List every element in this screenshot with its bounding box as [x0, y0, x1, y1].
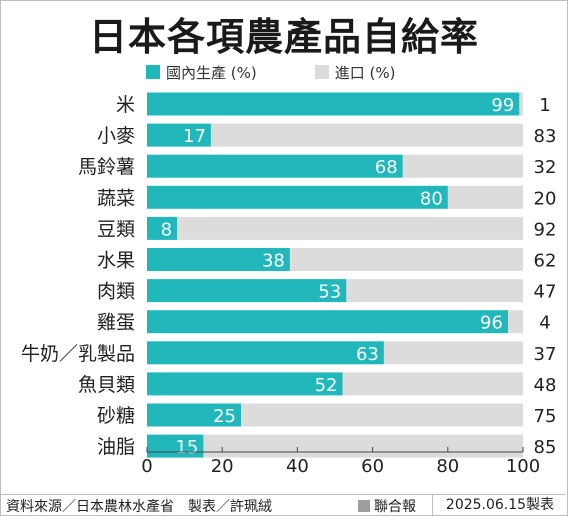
value-label-import: 32 [534, 157, 557, 178]
category-label: 小麥 [97, 125, 135, 147]
value-label-domestic: 53 [318, 282, 341, 303]
brand-square-icon [358, 500, 370, 512]
bar-import [507, 310, 523, 334]
bar-domestic [147, 248, 290, 271]
category-label: 肉類 [97, 281, 135, 303]
value-label-domestic: 96 [480, 313, 503, 334]
category-label: 水果 [97, 250, 135, 272]
bar-domestic [147, 403, 241, 427]
value-label-import: 85 [534, 437, 557, 458]
bar-domestic [147, 216, 178, 240]
bar-import [241, 403, 523, 427]
legend-label-domestic: 國內生產 (%) [166, 63, 257, 82]
value-label-import: 4 [539, 313, 550, 334]
value-label-domestic: 99 [491, 95, 514, 116]
value-label-domestic: 80 [420, 188, 443, 209]
bar-domestic [147, 341, 384, 365]
value-label-domestic: 25 [213, 406, 236, 427]
category-label: 馬鈴薯 [78, 156, 135, 178]
bar-import [519, 92, 523, 116]
legend-swatch-domestic [146, 65, 160, 79]
category-label: 雞蛋 [97, 312, 135, 334]
x-tick-label: 80 [436, 456, 459, 477]
legend-item-import: 進口 (%) [314, 62, 396, 83]
value-label-import: 92 [534, 219, 557, 240]
value-label-domestic: 17 [183, 126, 206, 147]
value-label-domestic: 63 [356, 344, 379, 365]
brand: 聯合報 [358, 496, 416, 516]
x-tick-label: 100 [506, 456, 540, 477]
category-label: 魚貝類 [78, 374, 135, 396]
value-label-import: 83 [534, 126, 557, 147]
bar-import [447, 185, 523, 209]
value-label-import: 47 [534, 282, 557, 303]
value-label-import: 20 [534, 188, 557, 209]
value-label-import: 48 [534, 375, 557, 396]
value-label-domestic: 52 [315, 375, 338, 396]
value-label-domestic: 8 [161, 219, 172, 240]
footer: 資料來源／日本農林水產省 製表／許珮絨 聯合報 2025.06.15製表 [0, 494, 566, 515]
category-label: 油脂 [97, 436, 135, 458]
legend-swatch-import [314, 65, 329, 79]
value-label-import: 37 [534, 344, 557, 365]
x-tick-label: 0 [141, 456, 152, 477]
category-label: 牛奶／乳製品 [21, 343, 135, 365]
bar-import [177, 216, 523, 240]
category-label: 豆類 [97, 218, 135, 240]
bar-domestic [147, 279, 347, 303]
bar-import [402, 154, 523, 178]
bar-import [210, 123, 524, 147]
value-label-import: 75 [534, 406, 557, 427]
chart-legend: 國內生產 (%) 進口 (%) [146, 62, 453, 82]
bar-domestic [147, 310, 508, 334]
bar-import [203, 434, 523, 458]
bar-import [346, 279, 523, 303]
bar-domestic [147, 154, 403, 178]
bar-domestic [147, 92, 520, 116]
bar-import [383, 341, 523, 365]
bar-domestic [147, 372, 343, 396]
chart-title: 日本各項農產品自給率 [88, 15, 479, 59]
value-label-domestic: 68 [375, 157, 398, 178]
bar-import [289, 248, 523, 271]
category-label: 蔬菜 [97, 187, 135, 209]
brand-name: 聯合報 [374, 499, 416, 515]
production-date: 2025.06.15製表 [432, 495, 567, 515]
category-label: 砂糖 [97, 405, 135, 427]
source-credit: 資料來源／日本農林水產省 製表／許珮絨 [6, 499, 272, 515]
category-label: 米 [116, 94, 135, 116]
value-label-import: 62 [534, 251, 557, 272]
x-tick-label: 40 [286, 456, 309, 477]
bar-domestic [147, 123, 211, 147]
value-label-import: 1 [539, 95, 550, 116]
x-tick-label: 60 [361, 456, 384, 477]
legend-label-import: 進口 (%) [334, 63, 396, 82]
value-label-domestic: 15 [175, 437, 198, 458]
bar-import [342, 372, 523, 396]
value-label-domestic: 38 [262, 251, 285, 272]
legend-item-domestic: 國內生產 (%) [146, 62, 257, 83]
bar-domestic [147, 185, 448, 209]
x-tick-label: 20 [211, 456, 234, 477]
